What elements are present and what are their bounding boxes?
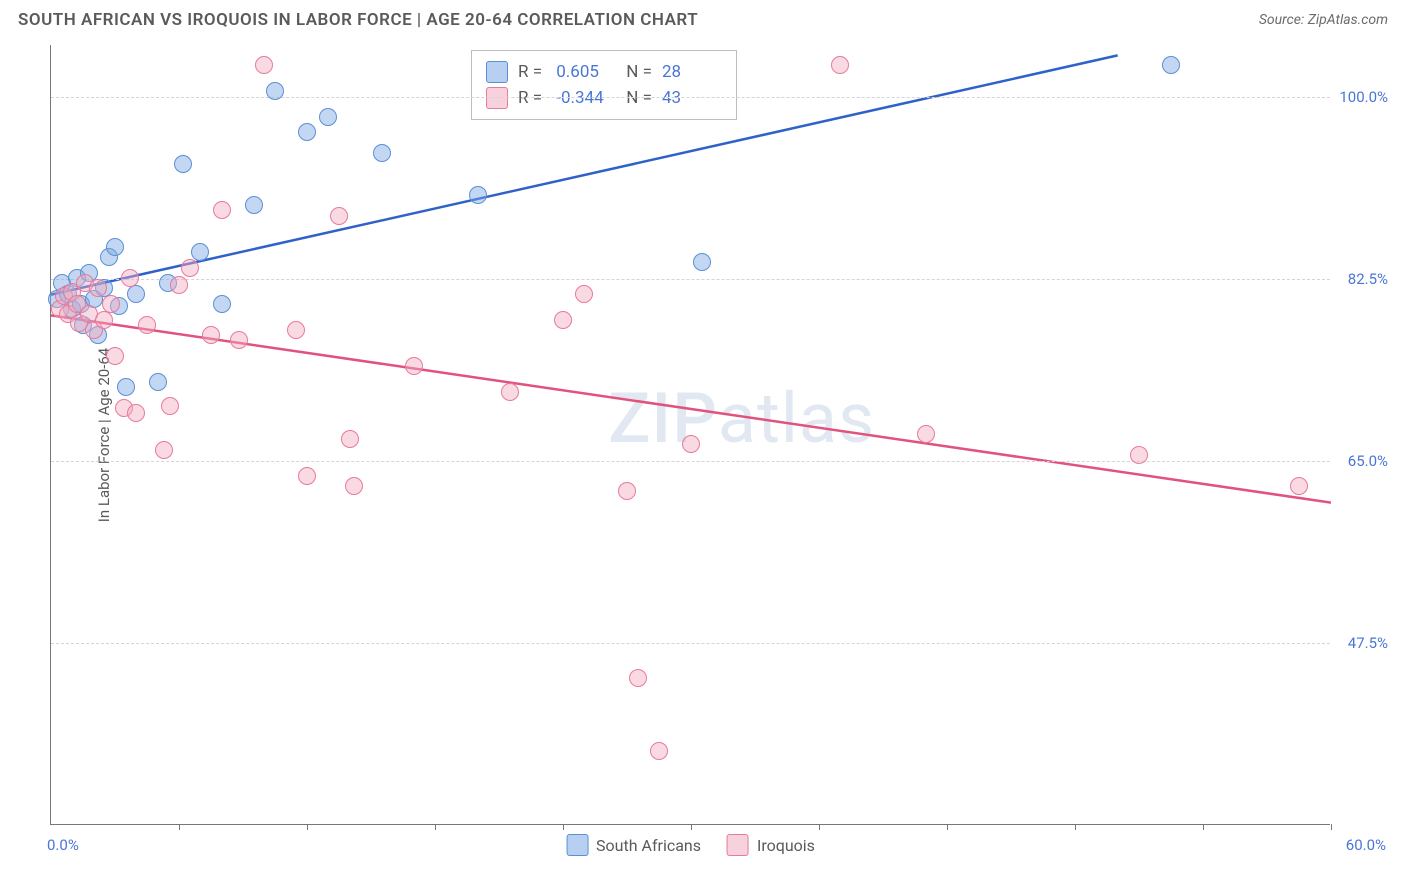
point-iroquois [618,482,636,500]
point-iroquois [682,435,700,453]
point-iroquois [575,285,593,303]
legend-label: Iroquois [757,836,815,855]
point-south-african [127,285,145,303]
x-tick [1075,824,1076,830]
point-south-african [298,123,316,141]
swatch-icon [566,834,588,856]
point-iroquois [155,441,173,459]
point-iroquois [1290,477,1308,495]
y-tick-label: 100.0% [1333,88,1388,106]
x-axis-max: 60.0% [1346,836,1386,854]
point-iroquois [917,425,935,443]
stat-r-b: -0.344 [556,88,616,108]
x-tick [307,824,308,830]
gridline [51,97,1330,98]
point-iroquois [831,56,849,74]
point-iroquois [89,279,107,297]
point-iroquois [554,311,572,329]
point-iroquois [121,269,139,287]
point-iroquois [330,207,348,225]
point-iroquois [255,56,273,74]
stat-label: R = [518,62,546,82]
point-south-african [1162,56,1180,74]
point-iroquois [95,311,113,329]
x-tick [1203,824,1204,830]
point-south-african [266,82,284,100]
swatch-icon [486,87,508,109]
x-tick [1331,824,1332,830]
legend-bottom: South Africans Iroquois [566,834,815,856]
point-iroquois [127,404,145,422]
stat-label: N = [626,62,652,82]
point-iroquois [1130,446,1148,464]
point-south-african [117,378,135,396]
point-iroquois [102,295,120,313]
stat-n-a: 28 [662,62,722,82]
point-iroquois [138,316,156,334]
point-south-african [693,253,711,271]
point-south-african [149,373,167,391]
point-south-african [245,196,263,214]
y-tick-label: 47.5% [1333,634,1388,652]
point-south-african [106,238,124,256]
point-south-african [373,144,391,162]
point-iroquois [629,669,647,687]
x-tick [819,824,820,830]
point-south-african [319,108,337,126]
stat-r-a: 0.605 [556,62,616,82]
point-iroquois [161,397,179,415]
plot-region: In Labor Force | Age 20-64 ZIPatlas R = … [50,45,1330,825]
y-axis-label: In Labor Force | Age 20-64 [95,347,113,521]
point-iroquois [405,357,423,375]
gridline [51,643,1330,644]
point-iroquois [345,477,363,495]
x-tick [179,824,180,830]
point-south-african [191,243,209,261]
stat-label: R = [518,88,546,108]
point-iroquois [106,347,124,365]
chart-title: SOUTH AFRICAN VS IROQUOIS IN LABOR FORCE… [18,10,698,30]
y-tick-label: 82.5% [1333,270,1388,288]
x-axis-min: 0.0% [47,836,79,854]
point-iroquois [181,259,199,277]
legend-item-b: Iroquois [727,834,815,856]
chart-header: SOUTH AFRICAN VS IROQUOIS IN LABOR FORCE… [0,0,1406,38]
point-iroquois [170,276,188,294]
chart-source: Source: ZipAtlas.com [1259,12,1388,28]
point-iroquois [650,742,668,760]
point-iroquois [341,430,359,448]
stat-n-b: 43 [662,88,722,108]
x-tick [563,824,564,830]
watermark: ZIPatlas [608,378,875,460]
point-iroquois [230,331,248,349]
point-south-african [213,295,231,313]
swatch-icon [727,834,749,856]
chart-area: In Labor Force | Age 20-64 ZIPatlas R = … [50,45,1390,825]
legend-item-a: South Africans [566,834,701,856]
x-tick [691,824,692,830]
point-iroquois [287,321,305,339]
stats-row-a: R = 0.605 N = 28 [486,59,722,85]
y-tick-label: 65.0% [1333,452,1388,470]
gridline [51,279,1330,280]
stat-label: N = [626,88,652,108]
stats-row-b: R = -0.344 N = 43 [486,85,722,111]
x-tick [947,824,948,830]
point-iroquois [202,326,220,344]
legend-label: South Africans [596,836,701,855]
point-iroquois [501,383,519,401]
point-south-african [174,155,192,173]
stats-box: R = 0.605 N = 28 R = -0.344 N = 43 [471,50,737,120]
swatch-icon [486,61,508,83]
point-iroquois [213,201,231,219]
point-south-african [469,186,487,204]
x-tick [435,824,436,830]
point-iroquois [298,467,316,485]
